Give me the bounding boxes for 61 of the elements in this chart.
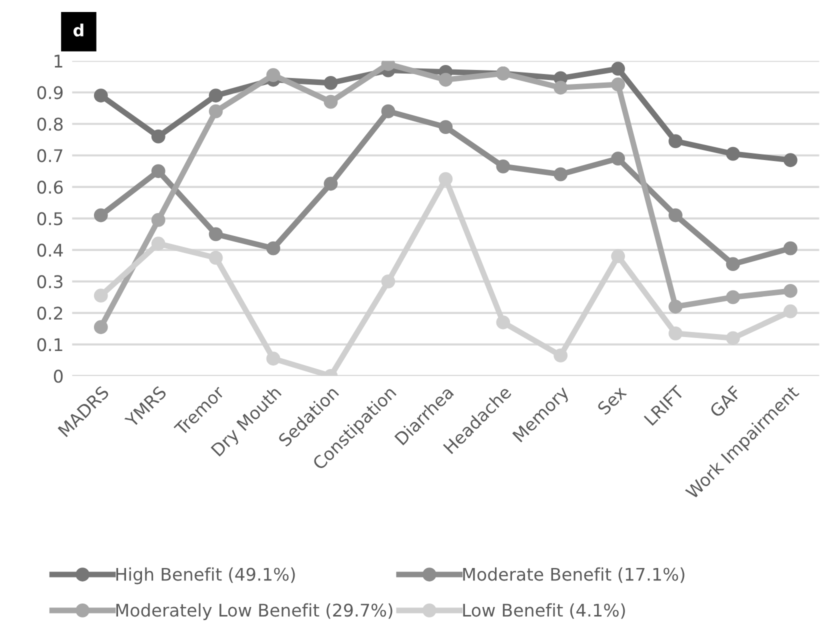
y-tick-label: 0.5	[37, 212, 62, 226]
point	[381, 274, 396, 288]
point	[784, 284, 798, 298]
point	[94, 88, 108, 102]
y-tick-label: 1	[54, 54, 62, 68]
point	[94, 320, 108, 334]
point	[726, 331, 740, 346]
text: d	[74, 24, 84, 37]
point	[726, 257, 740, 272]
point	[438, 120, 453, 134]
point	[208, 227, 223, 242]
point	[726, 146, 740, 161]
point	[496, 315, 510, 330]
y-tick-label: 0.1	[37, 338, 62, 352]
point	[208, 250, 223, 265]
point	[438, 72, 453, 87]
point	[496, 159, 510, 174]
point	[554, 348, 568, 362]
y-tick-label: 0.8	[37, 118, 63, 131]
point	[784, 241, 798, 256]
point	[324, 94, 338, 109]
point	[94, 208, 108, 222]
legend-label: Moderately Low Benefit (29.7%)	[116, 603, 392, 620]
point	[151, 130, 166, 144]
point	[151, 213, 166, 227]
point	[324, 76, 338, 90]
y-tick-label: 0.6	[37, 180, 63, 194]
x-tick-label: Sex	[596, 384, 628, 416]
point	[151, 236, 166, 251]
point	[381, 104, 396, 118]
point	[611, 62, 626, 76]
point	[554, 80, 568, 95]
point	[151, 164, 166, 178]
point	[784, 153, 798, 168]
point	[324, 176, 338, 191]
point	[94, 288, 108, 303]
point	[668, 134, 682, 148]
point	[208, 88, 223, 102]
point	[554, 167, 568, 182]
point	[611, 78, 626, 92]
y-tick-label: 0	[54, 370, 63, 383]
point	[668, 300, 682, 314]
point	[668, 208, 682, 222]
legend-label: Moderate Benefit (17.1%)	[463, 567, 684, 583]
point	[611, 249, 626, 264]
point	[726, 290, 740, 304]
point	[668, 326, 682, 340]
point	[208, 104, 223, 118]
point	[438, 172, 453, 186]
point	[266, 352, 280, 366]
point	[266, 241, 280, 256]
y-tick-label: 0.3	[37, 275, 62, 288]
y-tick-label: 0.7	[37, 149, 62, 162]
point	[611, 152, 626, 166]
y-tick-label: 0.9	[37, 86, 63, 100]
point	[266, 68, 280, 82]
legend-label: Low Benefit (4.1%)	[463, 603, 625, 619]
point	[784, 304, 798, 318]
y-tick-label: 0.2	[37, 306, 62, 320]
legend-label: High Benefit (49.1%)	[116, 567, 295, 584]
y-tick-label: 0.4	[37, 244, 63, 257]
